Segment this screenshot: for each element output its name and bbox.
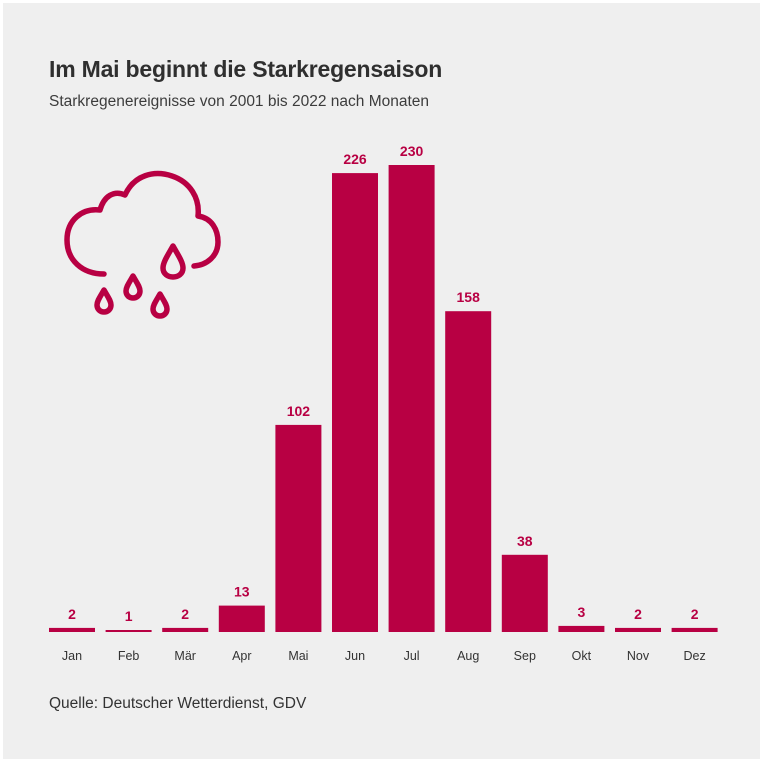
x-tick-label: Sep <box>514 649 536 663</box>
bar-jun <box>332 173 378 632</box>
rain-cloud-icon <box>64 170 221 319</box>
value-label: 158 <box>457 289 481 305</box>
value-label: 13 <box>234 584 250 600</box>
bar-nov <box>615 627 661 632</box>
x-tick-label: Jul <box>404 649 420 663</box>
bar-dez <box>671 627 718 632</box>
bar-jan <box>49 627 95 632</box>
value-label: 38 <box>517 533 533 549</box>
source-note: Quelle: Deutscher Wetterdienst, GDV <box>49 695 307 712</box>
bar-feb <box>105 630 152 632</box>
x-tick-label: Mär <box>174 649 196 663</box>
x-tick-label: Dez <box>683 649 705 663</box>
value-label: 2 <box>691 606 699 622</box>
value-label: 2 <box>634 606 642 622</box>
x-tick-label: Aug <box>457 649 479 663</box>
x-tick-label: Jun <box>345 649 365 663</box>
value-label: 1 <box>125 608 133 624</box>
bar-mai <box>275 424 322 632</box>
bar-mär <box>162 627 209 632</box>
value-label: 2 <box>181 606 189 622</box>
bar-okt <box>558 625 605 632</box>
value-label: 2 <box>68 606 76 622</box>
bar-apr <box>218 605 265 632</box>
chart-card <box>3 3 760 759</box>
x-tick-label: Nov <box>627 649 650 663</box>
x-tick-label: Jan <box>62 649 82 663</box>
x-tick-label: Feb <box>118 649 140 663</box>
x-tick-label: Apr <box>232 649 251 663</box>
value-label: 230 <box>400 143 424 159</box>
x-tick-label: Mai <box>288 649 308 663</box>
bar-sep <box>501 554 548 632</box>
bar-jul <box>388 165 435 632</box>
value-label: 3 <box>578 604 586 620</box>
x-tick-label: Okt <box>572 649 592 663</box>
chart-subtitle: Starkregenereignisse von 2001 bis 2022 n… <box>49 93 430 110</box>
chart-title: Im Mai beginnt die Starkregensaison <box>49 56 443 82</box>
value-label: 226 <box>343 151 367 167</box>
bar-aug <box>445 311 492 632</box>
value-label: 102 <box>287 403 311 419</box>
